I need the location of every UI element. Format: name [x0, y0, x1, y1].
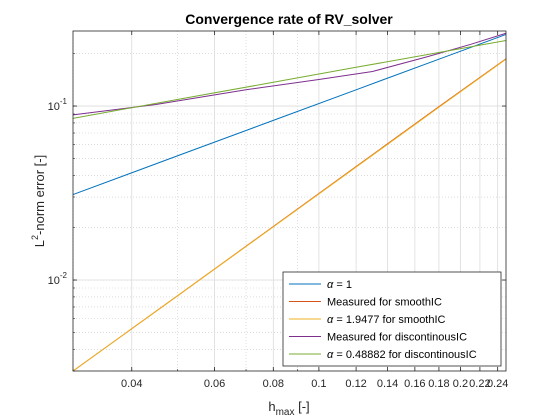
legend-label-alpha: α [327, 279, 334, 291]
axis-ticks: 0.04 0.06 0.08 0.1 0.12 0.14 0.16 0.18 0.2 0.220.… [48, 31, 508, 390]
x-axis-label-suffix: [-] [294, 399, 309, 414]
legend-label-alpha: α [327, 314, 334, 326]
x-tick-label: 0.22 [469, 378, 490, 390]
x-axis-label: hmax [-] [268, 399, 309, 418]
y-tick-label: 10-2 [48, 271, 68, 287]
legend-label-3: α = 1.9477 for smoothIC [327, 314, 446, 326]
y-tick-label-exp: -1 [60, 97, 68, 106]
y-tick-label: 10-1 [48, 97, 68, 113]
chart-title: Convergence rate of RV_solver [185, 11, 393, 27]
legend-label-alpha: α [327, 349, 334, 361]
legend-label-1: α = 1 [327, 279, 352, 291]
x-tick-label: 0.12 [345, 378, 366, 390]
x-axis-label-sub: max [276, 407, 295, 418]
x-tick-label: 0.14 [377, 378, 398, 390]
series-line-4 [72, 32, 507, 116]
plot-frame [72, 30, 507, 372]
x-tick-label: 0.04 [121, 378, 142, 390]
y-tick-label-base: 10 [48, 101, 60, 113]
legend-label-rest: = 0.48882 for discontinousIC [333, 349, 476, 361]
x-tick-label: 0.24 [487, 378, 508, 390]
y-axis-label-sup: 2 [30, 235, 40, 240]
x-tick-label: 0.18 [428, 378, 449, 390]
y-tick-label-base: 10 [48, 275, 60, 287]
legend-label-4: Measured for discontinousIC [327, 332, 467, 344]
series-lines [72, 32, 507, 372]
x-tick-label: 0.2 [453, 378, 468, 390]
x-tick-label: 0.1 [311, 378, 326, 390]
legend-label-rest: = 1 [333, 279, 352, 291]
legend-label-2: Measured for smoothIC [327, 297, 442, 309]
x-tick-label: 0.06 [204, 378, 225, 390]
y-axis-label-suffix: -norm error [-] [32, 155, 47, 235]
legend: α = 1 Measured for smoothIC α = 1.9477 for… [282, 271, 502, 367]
series-line-1 [72, 33, 507, 196]
y-axis-label: L2-norm error [-] [30, 155, 47, 247]
x-tick-label: 0.08 [263, 378, 284, 390]
y-axis-label-prefix: L [32, 240, 47, 247]
y-tick-label-exp: -2 [60, 271, 68, 280]
legend-label-5: α = 0.48882 for discontinousIC [327, 349, 477, 361]
x-axis-label-main: h [268, 399, 275, 414]
x-tick-label: 0.16 [404, 378, 425, 390]
series-line-5 [72, 40, 507, 119]
series-line-3 [72, 58, 507, 372]
legend-label-rest: = 1.9477 for smoothIC [333, 314, 445, 326]
